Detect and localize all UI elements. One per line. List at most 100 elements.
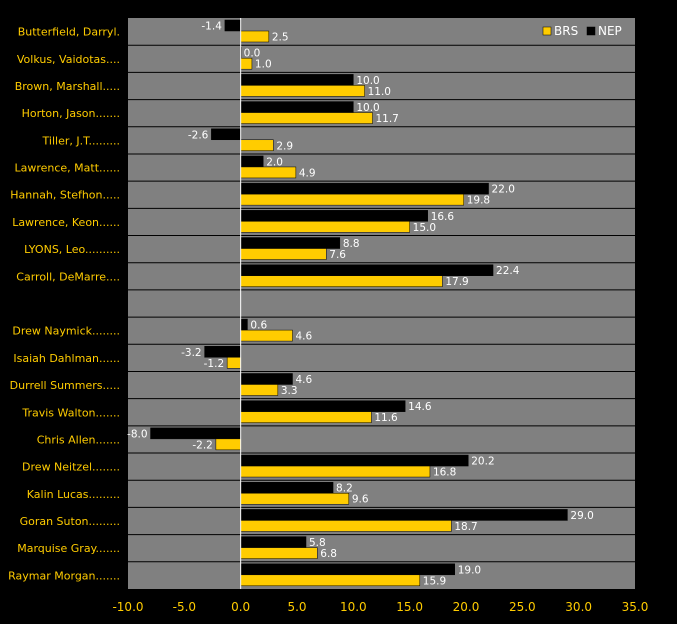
- bar-brs: [240, 384, 279, 396]
- category-label: Drew Neitzel........: [22, 461, 120, 474]
- x-tick-label: 0.0: [231, 600, 250, 614]
- value-label-brs: 11.7: [375, 113, 398, 125]
- value-label-brs: 7.6: [329, 249, 346, 261]
- value-label-nep: 22.4: [496, 265, 520, 277]
- bar-nep: [240, 454, 469, 467]
- legend-label-nep: NEP: [598, 24, 622, 38]
- value-label-brs: 18.7: [454, 521, 477, 533]
- value-label-nep: 19.0: [458, 564, 481, 576]
- value-label-brs: 19.8: [467, 195, 490, 207]
- value-label-nep: 22.0: [492, 184, 515, 196]
- x-tick-labels: -10.0 -5.0 0.0 5.0 10.0 15.0 20.0 25.0 30.0 35.0: [112, 600, 648, 614]
- bar-brs: [240, 465, 431, 478]
- category-label: Brown, Marshall.....: [15, 80, 120, 93]
- category-label: Chris Allen.......: [37, 433, 120, 446]
- bar-brs: [240, 411, 372, 423]
- category-label: Drew Naymick........: [12, 325, 120, 338]
- bar-nep: [240, 536, 307, 548]
- bar-brs: [240, 112, 373, 124]
- x-tick-label: -5.0: [173, 600, 196, 614]
- value-label-nep: 5.8: [309, 537, 326, 549]
- category-label: Goran Suton.........: [20, 515, 120, 528]
- value-label-nep: 8.2: [336, 483, 353, 495]
- bar-brs: [240, 85, 365, 97]
- bar-brs: [240, 520, 452, 532]
- value-label-nep: 2.0: [266, 156, 283, 168]
- bar-brs: [240, 30, 270, 43]
- bar-brs: [240, 492, 350, 505]
- value-label-nep: -8.0: [127, 428, 148, 440]
- value-label-brs: 2.9: [276, 140, 293, 152]
- bar-nep: [240, 74, 354, 86]
- value-label-brs: 16.8: [433, 467, 456, 479]
- value-label-nep: 16.6: [431, 211, 455, 223]
- bar-nep: [240, 509, 568, 521]
- value-label-brs: 17.9: [445, 276, 468, 288]
- value-label-nep: -3.2: [181, 347, 202, 359]
- value-label-nep: 10.0: [356, 102, 379, 114]
- bar-nep: [240, 210, 428, 222]
- bar-nep: [211, 128, 241, 141]
- bar-nep: [240, 182, 489, 195]
- value-label-brs: 11.0: [368, 86, 391, 98]
- category-label: Lawrence, Keon......: [12, 216, 120, 229]
- bar-nep: [240, 264, 494, 276]
- x-tick-label: 25.0: [509, 600, 536, 614]
- x-tick-label: 5.0: [287, 600, 306, 614]
- legend-swatch-brs: [542, 26, 552, 36]
- bar-brs: [240, 221, 410, 233]
- category-label: Hannah, Stefhon.....: [10, 189, 120, 202]
- bar-nep: [240, 481, 334, 494]
- x-tick-label: 20.0: [453, 600, 480, 614]
- bar-brs: [240, 193, 464, 206]
- grid-lines: [128, 44, 635, 563]
- bar-brs: [226, 357, 241, 369]
- value-label-nep: 14.6: [408, 401, 432, 413]
- category-label: Lawrence, Matt......: [14, 162, 120, 175]
- bar-brs: [240, 574, 421, 587]
- value-label-nep: -1.4: [201, 21, 222, 33]
- legend-swatch-nep: [586, 26, 596, 36]
- value-label-nep: -2.6: [188, 129, 209, 141]
- bar-brs: [240, 139, 274, 152]
- x-tick-label: 10.0: [340, 600, 367, 614]
- category-label: Raymar Morgan.......: [8, 569, 120, 582]
- value-label-brs: 9.6: [352, 494, 369, 506]
- bar-brs: [240, 329, 293, 342]
- bar-brs: [240, 166, 297, 179]
- category-label: Carroll, DeMarre....: [16, 270, 120, 283]
- value-label-nep: 0.6: [250, 320, 267, 332]
- bar-brs: [240, 275, 443, 287]
- category-label: Travis Walton.......: [21, 406, 120, 419]
- category-label: Isaiah Dahlman......: [13, 352, 120, 365]
- bar-nep: [240, 237, 341, 249]
- bar-nep: [240, 373, 293, 385]
- value-label-brs: 1.0: [255, 59, 272, 71]
- bar-nep: [240, 563, 455, 576]
- value-label-brs: 4.9: [299, 167, 316, 179]
- value-label-nep: 8.8: [343, 238, 360, 250]
- value-label-brs: 4.6: [295, 331, 312, 343]
- value-label-brs: 15.0: [413, 222, 436, 234]
- x-tick-label: 35.0: [622, 600, 649, 614]
- value-labels: -1.4 0.0 10.0 10.0 -2.6 2.0 22.0 16.6 8.8 22.4 0.6…: [127, 21, 594, 588]
- value-label-brs: -1.2: [204, 358, 225, 370]
- value-label-brs: 15.9: [423, 575, 446, 587]
- category-label: LYONS, Leo..........: [24, 243, 120, 256]
- bar-nep: [240, 155, 264, 168]
- category-labels: Butterfield, Darryl. Volkus, Vaidotas....…: [8, 26, 120, 583]
- value-label-brs: 6.8: [320, 548, 337, 560]
- category-label: Durrell Summers.....: [10, 379, 120, 392]
- bar-brs: [240, 248, 327, 260]
- x-tick-label: 30.0: [565, 600, 592, 614]
- category-label: Marquise Gray.......: [17, 542, 120, 555]
- category-label: Butterfield, Darryl.: [18, 26, 120, 39]
- category-label: Volkus, Vaidotas....: [17, 53, 120, 66]
- bar-nep: [240, 318, 248, 331]
- value-label-nep: 4.6: [295, 374, 312, 386]
- value-label-brs: 3.3: [281, 385, 298, 397]
- x-tick-label: -10.0: [112, 600, 143, 614]
- value-label-brs: -2.2: [192, 439, 213, 451]
- bar-nep: [224, 19, 241, 32]
